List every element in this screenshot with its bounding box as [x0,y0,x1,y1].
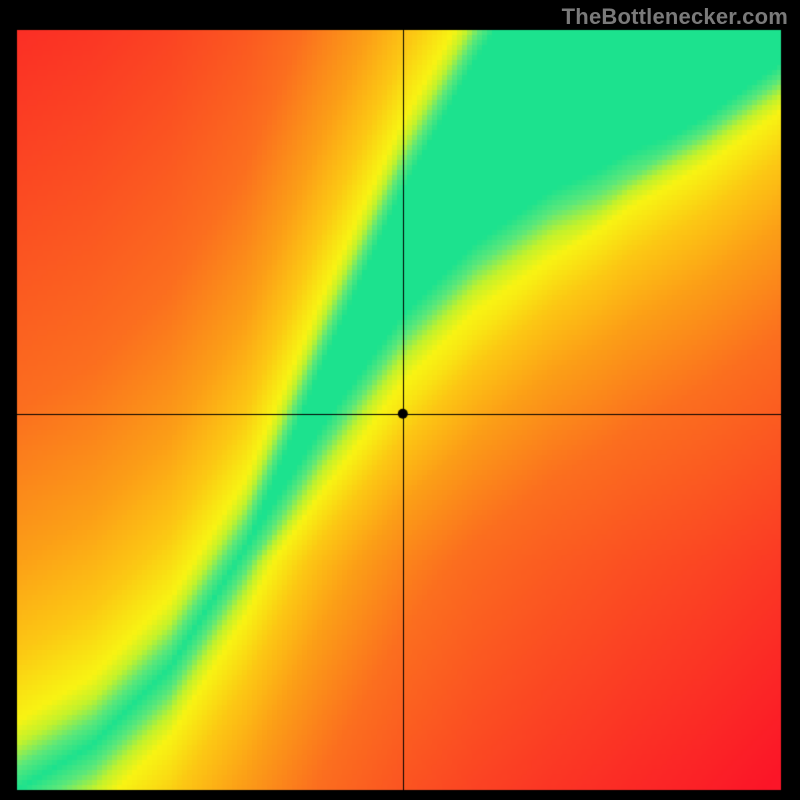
watermark-text: TheBottlenecker.com [562,4,788,30]
heatmap-canvas [0,0,800,800]
chart-container: TheBottlenecker.com [0,0,800,800]
